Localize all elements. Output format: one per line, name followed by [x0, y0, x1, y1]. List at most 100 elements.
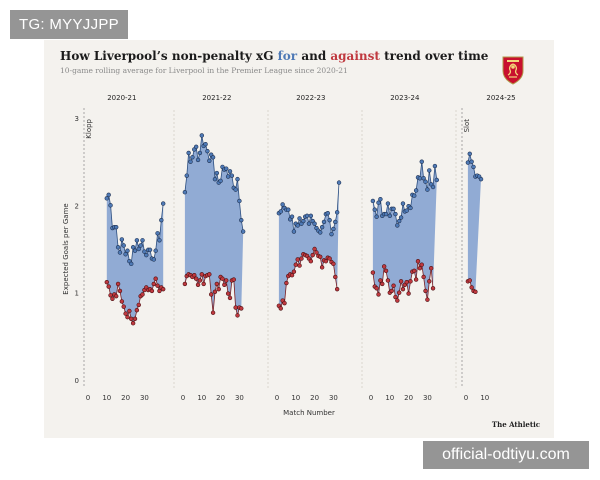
xg-for-point — [237, 198, 242, 204]
xg-against-point — [469, 285, 474, 290]
xg-against-point — [430, 286, 436, 291]
xg-for-point — [312, 221, 317, 226]
xg-difference-area — [467, 153, 481, 292]
xg-for-point — [412, 193, 417, 198]
xg-for-point — [385, 201, 391, 206]
xg-against-point — [397, 290, 402, 295]
xg-against-point — [378, 278, 383, 283]
xg-for-point — [289, 214, 295, 219]
xg-for-point — [113, 224, 119, 230]
xg-against-point — [385, 278, 391, 283]
xg-for-point — [432, 163, 438, 169]
xg-for-point — [235, 176, 240, 182]
xg-for-point — [331, 226, 336, 232]
xg-against-point — [182, 281, 188, 287]
xg-against-point — [119, 299, 125, 304]
x-tick-label: 10 — [291, 394, 300, 402]
xg-against-point — [136, 302, 141, 308]
xg-for-point — [408, 205, 413, 211]
xg-for-point — [144, 252, 149, 258]
xg-against-point — [113, 293, 119, 299]
xg-against-point — [225, 291, 231, 296]
x-tick-label: 0 — [369, 394, 373, 402]
xg-for-point — [203, 141, 208, 147]
xg-for-point — [184, 173, 189, 178]
xg-against-point — [216, 286, 221, 292]
xg-against-point — [381, 264, 387, 269]
xg-for-point — [151, 257, 157, 262]
watermark-top-label: TG: MYYJJPP — [10, 10, 128, 39]
xg-against-point — [140, 292, 145, 297]
xg-against-point — [291, 269, 297, 274]
xg-for-point — [125, 248, 130, 253]
x-tick-label: 10 — [480, 394, 489, 402]
xg-against-point — [297, 263, 302, 268]
xg-for-point — [129, 261, 134, 267]
chart-title: How Liverpool’s non-penalty xG for and a… — [60, 49, 489, 63]
xg-for-point — [333, 219, 338, 225]
xg-against-point — [282, 300, 287, 306]
xg-for-point — [199, 133, 205, 138]
xg-for-point — [117, 250, 123, 255]
xg-for-point — [130, 245, 136, 250]
xg-for-point — [188, 159, 193, 164]
xg-for-point — [417, 176, 423, 181]
xg-against-point — [209, 292, 214, 297]
xg-against-point — [467, 278, 472, 283]
xg-against-point — [195, 282, 201, 288]
xg-against-point — [106, 284, 111, 289]
xg-against-point — [157, 288, 162, 294]
xg-for-point — [376, 200, 381, 205]
xg-for-point — [207, 158, 212, 163]
xg-for-point — [123, 252, 128, 257]
xg-for-point — [404, 208, 409, 213]
watermark-bottom-label: official-odtiyu.com — [423, 441, 589, 469]
xg-against-point — [428, 266, 434, 271]
xg-against-point — [391, 283, 396, 288]
xg-for-point — [108, 203, 113, 208]
xg-for-point — [214, 170, 220, 176]
xg-for-point — [280, 202, 285, 207]
xg-against-point — [473, 289, 478, 294]
xg-against-point — [155, 283, 160, 288]
xg-against-point — [310, 252, 315, 258]
xg-against-point — [115, 281, 121, 287]
xg-against-point — [227, 295, 233, 301]
xg-against-point — [299, 256, 304, 261]
xg-against-point — [400, 286, 406, 292]
xg-for-point — [132, 248, 138, 253]
xg-for-point — [155, 231, 160, 236]
xg-against-point — [210, 310, 216, 315]
xg-for-point — [318, 230, 323, 235]
xg-against-point — [415, 259, 421, 264]
xg-for-point — [398, 215, 404, 220]
season-title: 2023-24 — [390, 94, 420, 102]
xg-against-point — [207, 272, 212, 277]
season-title: 2021-22 — [202, 94, 231, 102]
xg-for-point — [329, 231, 334, 237]
xg-for-point — [430, 184, 436, 190]
x-tick-label: 0 — [86, 394, 90, 402]
xg-against-point — [427, 279, 432, 284]
xg-for-point — [469, 159, 474, 164]
xg-difference-area — [184, 135, 244, 316]
xg-against-point — [413, 277, 419, 282]
xg-for-point — [391, 206, 396, 212]
xg-for-point — [465, 160, 471, 165]
x-tick-label: 20 — [310, 394, 319, 402]
xg-against-point — [419, 262, 424, 267]
x-tick-label: 30 — [235, 394, 244, 402]
x-tick-label: 30 — [423, 394, 432, 402]
xg-for-point — [159, 217, 164, 223]
xg-against-point — [125, 314, 130, 320]
xg-for-point — [336, 180, 342, 185]
xg-for-point — [212, 176, 218, 182]
xg-against-point — [327, 256, 332, 261]
xg-against-point — [370, 270, 376, 275]
xg-for-point — [471, 164, 476, 170]
xg-for-point — [374, 214, 379, 219]
xg-for-point — [278, 209, 283, 214]
xg-against-point — [134, 307, 140, 313]
xg-for-point — [321, 219, 327, 225]
xg-for-point — [304, 213, 310, 219]
